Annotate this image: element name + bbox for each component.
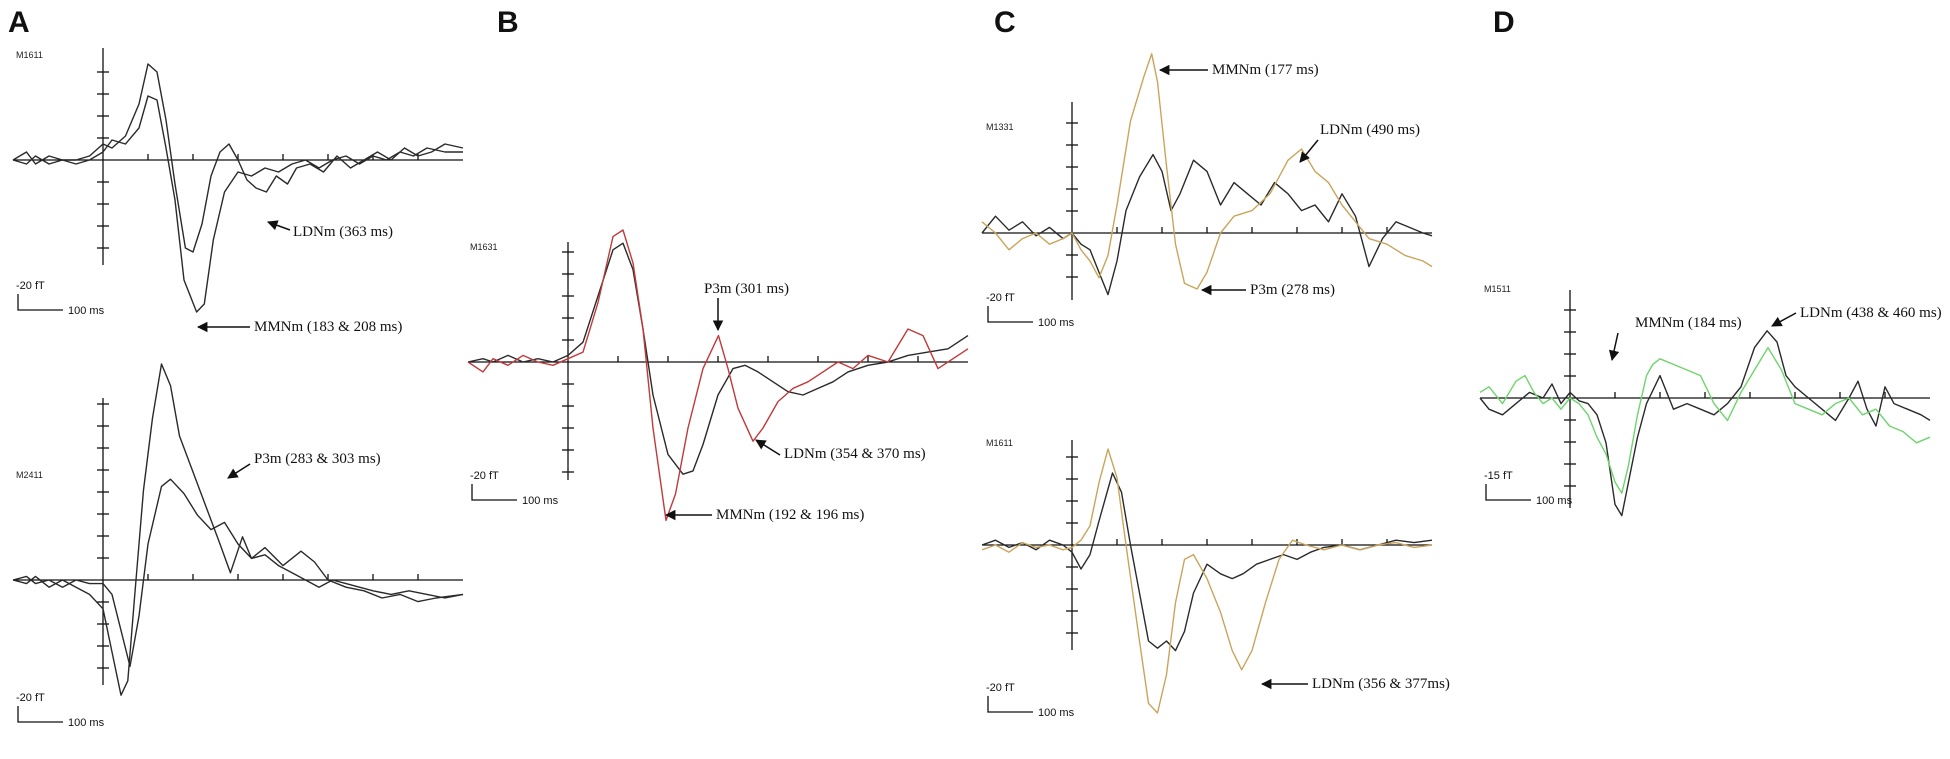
erf-trace-black-1 [467,242,969,475]
annotation-arrow [1771,312,1797,327]
erf-trace-green-2 [1479,346,1931,494]
erf-trace-tan-2 [981,53,1433,290]
sensor-label: M1511 [1484,284,1511,294]
erf-trace-black-1 [981,153,1433,296]
erf-trace-black-2 [12,95,463,313]
erf-trace-tan-2 [981,448,1433,714]
scale-time-label: 100 ms [68,305,105,317]
sensor-label: M1611 [16,50,43,60]
peak-annotation: MMNm (177 ms) [1212,62,1319,78]
chart-panel-c: M1331 -20 fT 100 ms MMNm (177 ms) LDNm (490 … [981,53,1433,329]
panel-letter-c: C [994,6,1016,39]
peak-annotation: LDNm (356 & 377ms) [1312,676,1450,692]
erf-trace-black-1 [981,472,1433,652]
peak-annotation: P3m (301 ms) [704,281,789,297]
sensor-label: M1631 [470,242,498,252]
peak-annotation: P3m (278 ms) [1250,282,1335,298]
panel-letter-a: A [8,6,30,39]
scale-amplitude-label: -20 fT [986,292,1015,304]
peak-annotation: MMNm (192 & 196 ms) [716,507,864,523]
erf-trace-black-2 [12,363,464,696]
erf-trace-black-1 [12,478,464,668]
sensor-label: M2411 [16,470,43,480]
peak-annotation: MMNm (184 ms) [1635,315,1742,331]
peak-annotation: MMNm (183 & 208 ms) [254,319,402,335]
erf-trace-black-1 [1479,330,1931,517]
chart-panel-a: M1611 -20 fT 100 ms LDNm (363 ms) MMNm (183 … [12,48,464,335]
annotation-arrow [227,463,251,479]
chart-panel-b: M1631 -20 fT 100 ms P3m (301 ms) LDNm (354 &… [467,229,969,523]
peak-annotation: LDNm (438 & 460 ms) [1800,305,1942,321]
annotation-arrow [755,439,781,456]
scale-amplitude-label: -20 fT [986,682,1015,694]
panel-letter-d: D [1493,6,1515,39]
scale-bar [471,484,517,501]
erf-trace-black-1 [12,63,464,253]
peak-annotation: LDNm (490 ms) [1320,122,1420,138]
scale-time-label: 100 ms [1038,707,1075,719]
annotation-arrow [1299,139,1319,163]
scale-amplitude-label: -15 fT [1484,470,1513,482]
peak-annotation: LDNm (363 ms) [293,224,393,240]
scale-time-label: 100 ms [1536,495,1573,507]
scale-bar [1485,484,1531,501]
panel-letter-b: B [497,6,519,39]
sensor-label: M1331 [986,122,1014,132]
scale-time-label: 100 ms [522,495,559,507]
peak-annotation: P3m (283 & 303 ms) [254,451,381,467]
peak-annotation: LDNm (354 & 370 ms) [784,446,926,462]
scale-amplitude-label: -20 fT [470,470,499,482]
erf-trace-red-2 [467,229,969,522]
annotation-arrow [1608,332,1620,362]
scale-time-label: 100 ms [1038,317,1075,329]
scale-time-label: 100 ms [68,717,105,729]
chart-panel-d: M1511 -15 fT 100 ms MMNm (184 ms) LDNm (438 … [1479,284,1942,517]
scale-amplitude-label: -20 fT [16,692,45,704]
scale-bar [987,696,1033,713]
sensor-label: M1611 [986,438,1013,448]
chart-panel-a2: M2411 -20 fT 100 ms P3m (283 & 303 ms) [12,363,464,729]
annotation-arrow [267,220,291,231]
scale-bar [17,294,63,311]
chart-panel-c2: M1611 -20 fT 100 ms LDNm (356 & 377ms) [981,438,1450,719]
scale-amplitude-label: -20 fT [16,280,45,292]
scale-bar [17,706,63,723]
scale-bar [987,306,1033,323]
